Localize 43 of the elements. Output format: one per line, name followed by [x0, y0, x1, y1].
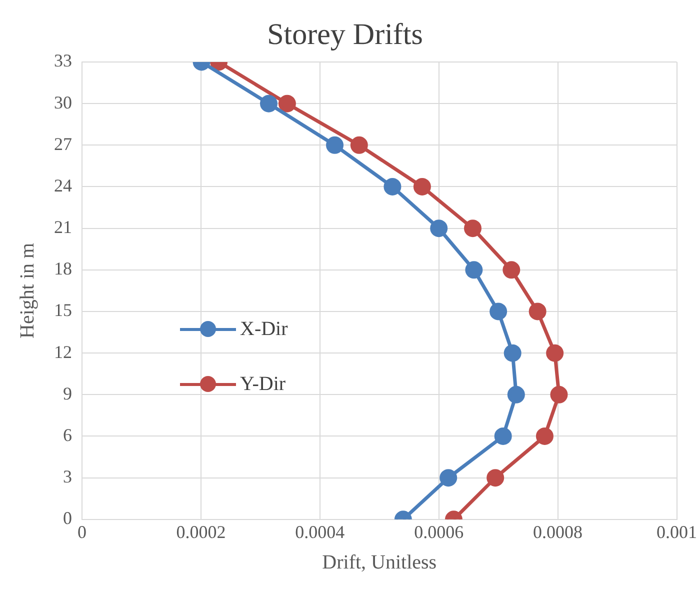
point	[502, 261, 520, 279]
x-tick-label: 0.0002	[176, 522, 226, 542]
y-tick-label: 24	[54, 175, 72, 196]
x-tick-label: 0.0006	[414, 522, 464, 542]
point	[536, 427, 554, 445]
y-axis-title: Height in m	[16, 242, 38, 338]
point	[490, 302, 508, 320]
x-tick-label: 0.001	[656, 522, 697, 542]
point	[550, 386, 568, 404]
point	[546, 344, 564, 362]
legend-label: Y-Dir	[240, 373, 286, 396]
x-tick-label: 0.0004	[295, 522, 345, 542]
point	[278, 94, 296, 112]
y-tick-label: 15	[54, 300, 72, 320]
point	[413, 178, 431, 196]
x-tick-label: 0	[78, 522, 86, 542]
y-tick-label: 3	[63, 466, 72, 487]
chart-title: Storey Drifts	[267, 18, 423, 51]
x-axis-title: Drift, Unitless	[322, 551, 437, 574]
point	[350, 136, 368, 154]
x-tick-label: 0.0008	[533, 522, 583, 542]
point	[384, 178, 402, 196]
y-tick-label: 27	[54, 134, 72, 154]
y-tick-label: 30	[54, 92, 72, 112]
y-tick-label: 9	[63, 383, 72, 404]
point	[465, 261, 483, 279]
y-tick-label: 12	[54, 342, 72, 362]
legend-label: X-Dir	[240, 318, 288, 341]
point	[430, 220, 448, 238]
y-tick-label: 6	[63, 424, 72, 445]
point	[528, 302, 546, 320]
point	[326, 136, 344, 154]
point	[486, 469, 504, 487]
y-tick-label: 21	[54, 217, 72, 238]
point	[504, 344, 522, 362]
point	[494, 427, 512, 445]
y-tick-label: 18	[54, 258, 72, 279]
point	[507, 386, 525, 404]
point	[464, 220, 482, 238]
y-tick-label: 33	[54, 50, 72, 71]
point	[440, 469, 458, 487]
point	[260, 94, 278, 112]
y-tick-label: 0	[63, 508, 72, 528]
